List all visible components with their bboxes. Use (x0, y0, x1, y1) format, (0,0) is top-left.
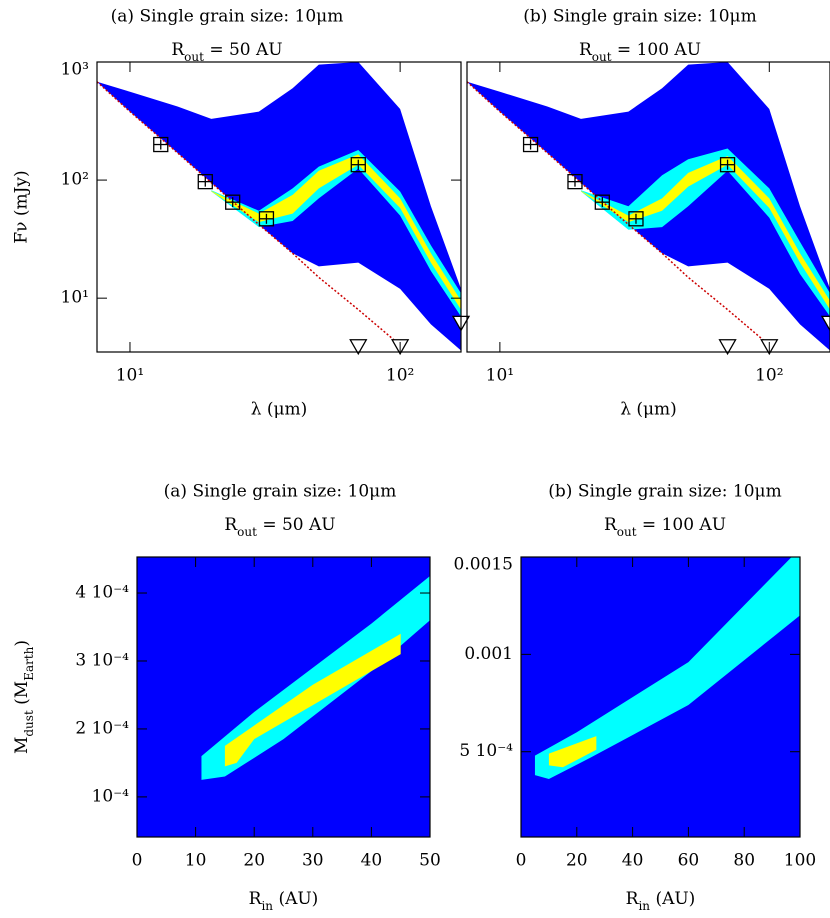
subtitle-part: R (171, 40, 185, 60)
plot-area (137, 557, 430, 837)
x-tick-label: 20 (566, 851, 588, 871)
y-tick-label: 4 10⁻⁴ (75, 583, 129, 603)
x-tick-label: 40 (622, 851, 644, 871)
band (580, 148, 830, 317)
photosphere-line (467, 81, 770, 346)
plot-area (467, 62, 830, 351)
band (211, 149, 461, 317)
subtitle-part: = 50 AU (204, 40, 283, 60)
subtitle: Rout = 50 AU (171, 40, 282, 64)
title: (b) Single grain size: 10μm (548, 482, 781, 502)
x-tick-label: 60 (678, 851, 700, 871)
subtitle-part: R (604, 515, 618, 535)
x-tick-label: 10¹ (486, 366, 514, 386)
x-tick-label: 10² (755, 366, 783, 386)
data-point (719, 157, 736, 173)
x-axis-label-part: in (261, 899, 273, 913)
x-axis-label: Rin (AU) (249, 889, 319, 913)
x-tick-label: 50 (419, 851, 441, 871)
subtitle-part: out (184, 50, 204, 64)
upper-limit-marker (349, 339, 368, 356)
plot-area (521, 557, 800, 837)
y-tick-label: 0.0015 (454, 555, 513, 575)
x-tick-label: 10¹ (116, 366, 144, 386)
plot-frame (96, 61, 462, 353)
y-tick-label: 2 10⁻⁴ (75, 718, 129, 738)
confidence-region (548, 736, 597, 768)
subtitle-part: out (592, 50, 612, 64)
plot-area (97, 62, 461, 351)
subtitle: Rout = 100 AU (604, 515, 726, 539)
plot-frame (520, 556, 801, 838)
x-axis-label-part: R (626, 889, 640, 909)
data-point (197, 173, 213, 190)
y-axis-label-part: (M (12, 681, 32, 710)
y-tick-label: 0.001 (464, 644, 513, 664)
x-tick-label: 0 (132, 851, 143, 871)
y-axis-label-part: M (12, 737, 32, 754)
title: (a) Single grain size: 10μm (164, 482, 397, 502)
plot-frame (136, 556, 431, 838)
x-tick-label: 0 (516, 851, 527, 871)
confidence-region (224, 633, 401, 767)
subtitle: Rout = 100 AU (579, 40, 701, 64)
subtitle: Rout = 50 AU (224, 515, 335, 539)
y-tick-label: 10¹ (61, 288, 89, 308)
subtitle-part: out (617, 525, 637, 539)
y-tick-label: 10² (61, 170, 89, 190)
upper-limit-marker (820, 315, 830, 332)
x-axis-label-part: R (249, 889, 263, 909)
y-axis-label-part: ) (12, 640, 32, 647)
x-tick-label: 100 (784, 851, 816, 871)
plot-frame (466, 61, 830, 353)
x-tick-label: 40 (361, 851, 383, 871)
subtitle-part: R (579, 40, 593, 60)
data-point (225, 194, 241, 210)
subtitle-part: R (224, 515, 238, 535)
data-point (567, 173, 583, 190)
subtitle-part: = 100 AU (637, 515, 727, 535)
data-point (350, 157, 366, 173)
x-tick-label: 20 (243, 851, 265, 871)
y-axis-label-part: dust (22, 710, 36, 737)
x-axis-label: λ (μm) (251, 400, 308, 420)
x-tick-label: 30 (302, 851, 324, 871)
y-tick-label: 5 10⁻⁴ (459, 741, 513, 761)
x-axis-label: λ (μm) (620, 400, 677, 420)
data-point (258, 211, 275, 227)
title: (b) Single grain size: 10μm (523, 7, 756, 27)
confidence-region (534, 557, 800, 779)
y-tick-label: 10⁻⁴ (92, 786, 130, 806)
x-axis-label: Rin (AU) (626, 889, 696, 913)
y-tick-label: 10³ (61, 60, 89, 80)
x-tick-label: 10² (386, 366, 414, 386)
upper-limit-marker (718, 339, 737, 356)
data-point (153, 136, 169, 153)
x-axis-label-part: (AU) (273, 889, 318, 909)
y-axis-label: Mdust (MEarth) (12, 640, 36, 754)
data-point (594, 194, 610, 210)
title: (a) Single grain size: 10μm (111, 7, 344, 27)
x-axis-label-part: (AU) (650, 889, 695, 909)
data-point (628, 211, 644, 227)
y-tick-label: 3 10⁻⁴ (75, 650, 129, 670)
data-point (522, 136, 539, 153)
subtitle-part: = 50 AU (257, 515, 336, 535)
x-axis-label-part: in (638, 899, 650, 913)
x-tick-label: 80 (733, 851, 755, 871)
y-axis-label: Fν (mJy) (12, 170, 32, 243)
y-axis-label-part: Earth (22, 646, 36, 680)
subtitle-part: out (237, 525, 257, 539)
photosphere-line (97, 81, 401, 346)
x-tick-label: 10 (185, 851, 207, 871)
subtitle-part: = 100 AU (612, 40, 702, 60)
